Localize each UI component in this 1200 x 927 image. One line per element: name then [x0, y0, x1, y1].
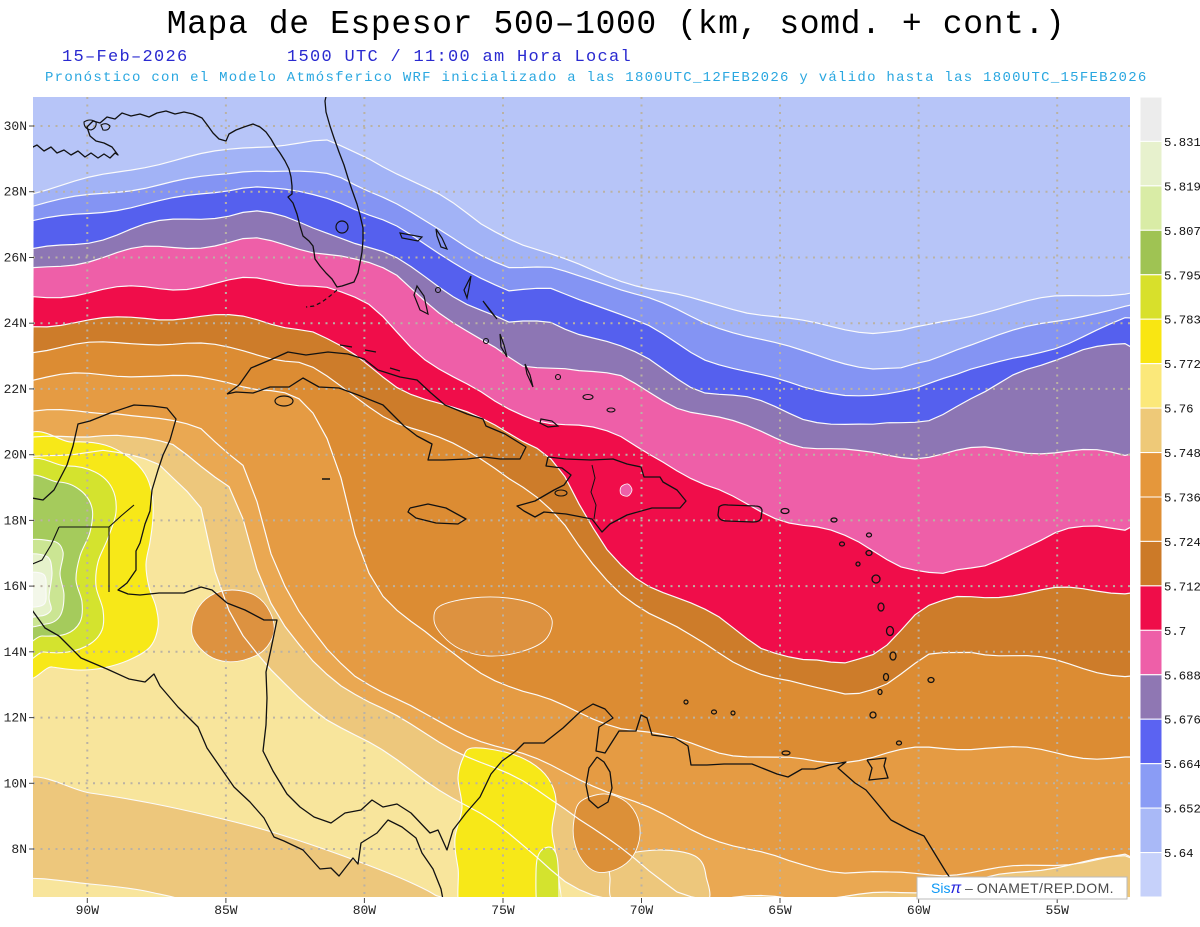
svg-text:5.831: 5.831	[1164, 136, 1200, 150]
svg-text:12N: 12N	[4, 711, 27, 726]
svg-text:85W: 85W	[214, 903, 238, 918]
svg-text:5.7: 5.7	[1164, 625, 1186, 639]
svg-text:5.652: 5.652	[1164, 803, 1200, 817]
svg-text:5.783: 5.783	[1164, 314, 1200, 328]
svg-text:24N: 24N	[4, 316, 27, 331]
svg-text:15–Feb–2026: 15–Feb–2026	[62, 48, 189, 67]
svg-text:10N: 10N	[4, 776, 27, 791]
svg-text:90W: 90W	[76, 903, 100, 918]
svg-text:5.748: 5.748	[1164, 447, 1200, 461]
svg-text:5.736: 5.736	[1164, 492, 1200, 506]
svg-text:Sisπ – ONAMET/REP.DOM.: Sisπ – ONAMET/REP.DOM.	[931, 880, 1114, 897]
svg-text:8N: 8N	[11, 842, 27, 857]
svg-text:28N: 28N	[4, 185, 27, 200]
svg-text:1500 UTC / 11:00 am Hora Local: 1500 UTC / 11:00 am Hora Local	[287, 48, 632, 67]
svg-text:5.819: 5.819	[1164, 180, 1200, 194]
svg-text:18N: 18N	[4, 513, 27, 528]
svg-text:20N: 20N	[4, 448, 27, 463]
svg-text:5.807: 5.807	[1164, 225, 1200, 239]
svg-text:70W: 70W	[630, 903, 654, 918]
svg-text:30N: 30N	[4, 119, 27, 134]
svg-text:5.676: 5.676	[1164, 714, 1200, 728]
svg-text:22N: 22N	[4, 382, 27, 397]
svg-text:80W: 80W	[353, 903, 377, 918]
svg-text:Pronóstico con el Modelo Atmós: Pronóstico con el Modelo Atmósferico WRF…	[45, 70, 1148, 86]
svg-text:5.64: 5.64	[1164, 847, 1194, 861]
svg-text:Mapa de Espesor 500–1000 (km,: Mapa de Espesor 500–1000 (km, somd. + co…	[167, 6, 1066, 43]
svg-text:26N: 26N	[4, 251, 27, 266]
svg-text:5.772: 5.772	[1164, 358, 1200, 372]
svg-text:5.795: 5.795	[1164, 269, 1200, 283]
svg-text:55W: 55W	[1045, 903, 1069, 918]
svg-text:60W: 60W	[907, 903, 931, 918]
svg-text:5.712: 5.712	[1164, 580, 1200, 594]
svg-text:14N: 14N	[4, 645, 27, 660]
svg-text:75W: 75W	[491, 903, 515, 918]
svg-text:5.724: 5.724	[1164, 536, 1200, 550]
svg-text:5.76: 5.76	[1164, 403, 1194, 417]
svg-text:65W: 65W	[768, 903, 792, 918]
svg-text:16N: 16N	[4, 579, 27, 594]
svg-text:5.688: 5.688	[1164, 669, 1200, 683]
svg-text:5.664: 5.664	[1164, 758, 1200, 772]
